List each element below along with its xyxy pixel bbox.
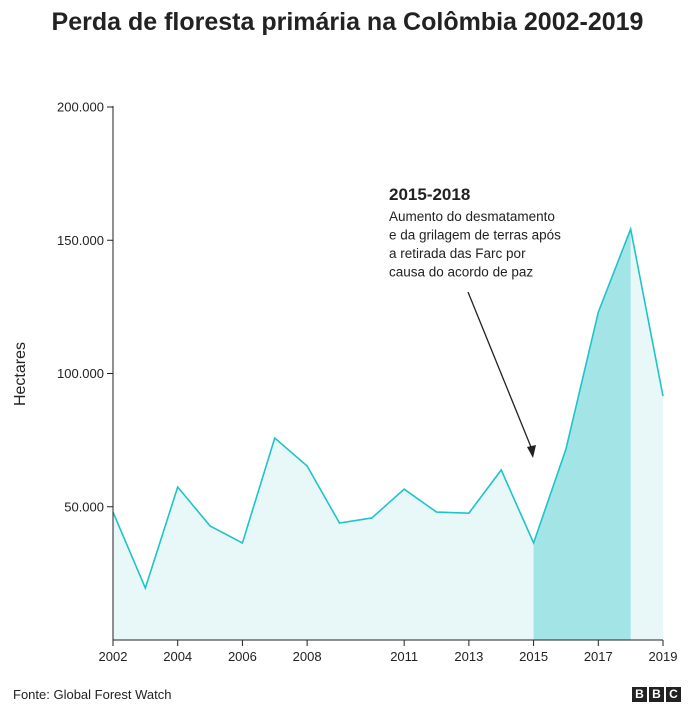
x-tick-label: 2002 xyxy=(99,649,128,664)
annotation-line: e da grilagem de terras após xyxy=(389,228,561,243)
y-tick-label: 200.000 xyxy=(57,100,104,115)
series-line xyxy=(112,226,664,591)
annotation-line: Aumento do desmatamento xyxy=(389,209,555,224)
y-tick-label: 100.000 xyxy=(57,366,104,381)
x-tick-label: 2004 xyxy=(163,649,192,664)
area-fill xyxy=(113,229,663,640)
x-tick-label: 2013 xyxy=(454,649,483,664)
arrowhead-icon xyxy=(527,445,536,458)
area-chart: 50.000 100.000 150.000 200.000 2002 2004 2006 2… xyxy=(12,100,678,665)
highlight-area xyxy=(533,229,631,640)
x-tick-label: 2011 xyxy=(390,649,418,664)
y-tick-label: 50.000 xyxy=(64,499,104,514)
y-axis-label: Hectares xyxy=(12,342,29,406)
source-note: Fonte: Global Forest Watch xyxy=(13,687,172,702)
annotation-line: causa do acordo de paz xyxy=(389,265,533,280)
chart-title: Perda de floresta primária na Colômbia 2… xyxy=(51,8,644,36)
x-tick-label: 2008 xyxy=(293,649,322,664)
annotation-line: a retirada das Farc por xyxy=(389,246,526,261)
x-tick-label: 2017 xyxy=(584,649,613,664)
x-tick-label: 2015 xyxy=(519,649,548,664)
x-tick-label: 2006 xyxy=(228,649,257,664)
y-tick-label: 150.000 xyxy=(57,233,104,248)
annotation-arrow xyxy=(467,291,534,453)
x-tick-label: 2019 xyxy=(649,649,678,664)
annotation-title: 2015-2018 xyxy=(389,185,470,204)
